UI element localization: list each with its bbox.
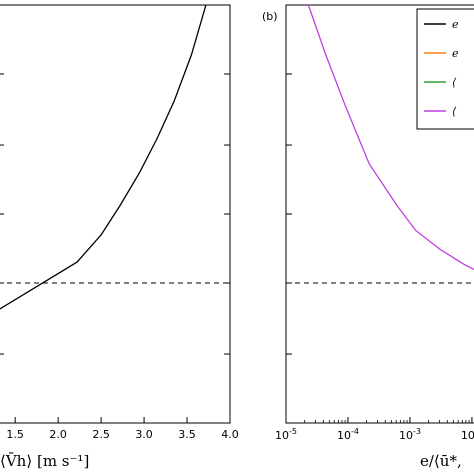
- panel-b-label: (b): [262, 10, 278, 23]
- panel-b-x-tick-label: 10-4: [337, 427, 359, 442]
- panel-a-x-tick-label: 2.0: [49, 428, 67, 441]
- panel-b-x-tick-label: 10-2: [461, 427, 474, 442]
- panel-b-x-axis-label: e/⟨ū*,: [420, 452, 462, 470]
- panel-a-plot-area: [0, 4, 231, 424]
- panel-b-x-tick-label: 10-3: [399, 427, 421, 442]
- panel-a-x-tick-label: 1.5: [6, 428, 24, 441]
- panel-a-x-tick-label: 2.5: [92, 428, 110, 441]
- panel-b: 10-5 10-4 10-3 10-2 (b) e e ⟨ ⟨ e/⟨ū*,: [262, 4, 474, 470]
- panel-a-x-axis-label: ⟨V̄h⟩ [m s⁻¹]: [0, 452, 89, 470]
- legend-label: e: [452, 47, 459, 60]
- panel-a-x-tick-label: 4.0: [221, 428, 239, 441]
- panel-b-legend: e e ⟨ ⟨: [416, 8, 474, 130]
- panel-a-x-ticks: 1.5 2.0 2.5 3.0 3.5 4.0: [6, 417, 239, 441]
- panel-b-x-ticks: 10-5 10-4 10-3 10-2: [275, 417, 474, 442]
- legend-label: ⟨: [452, 105, 457, 118]
- legend-label: ⟨: [452, 76, 457, 89]
- panel-b-x-tick-label: 10-5: [275, 427, 297, 442]
- panel-a-x-tick-label: 3.0: [135, 428, 153, 441]
- panel-a-series-line-0: [0, 5, 207, 310]
- legend-label: e: [452, 18, 459, 31]
- legend-box: [416, 8, 474, 130]
- panel-a: 1.5 2.0 2.5 3.0 3.5 4.0 ⟨V̄h⟩ [m s⁻¹]: [0, 4, 239, 470]
- panel-a-x-tick-label: 3.5: [178, 428, 196, 441]
- panel-b-series-line-0: [307, 5, 474, 271]
- panel-b-plot-area: [285, 4, 474, 424]
